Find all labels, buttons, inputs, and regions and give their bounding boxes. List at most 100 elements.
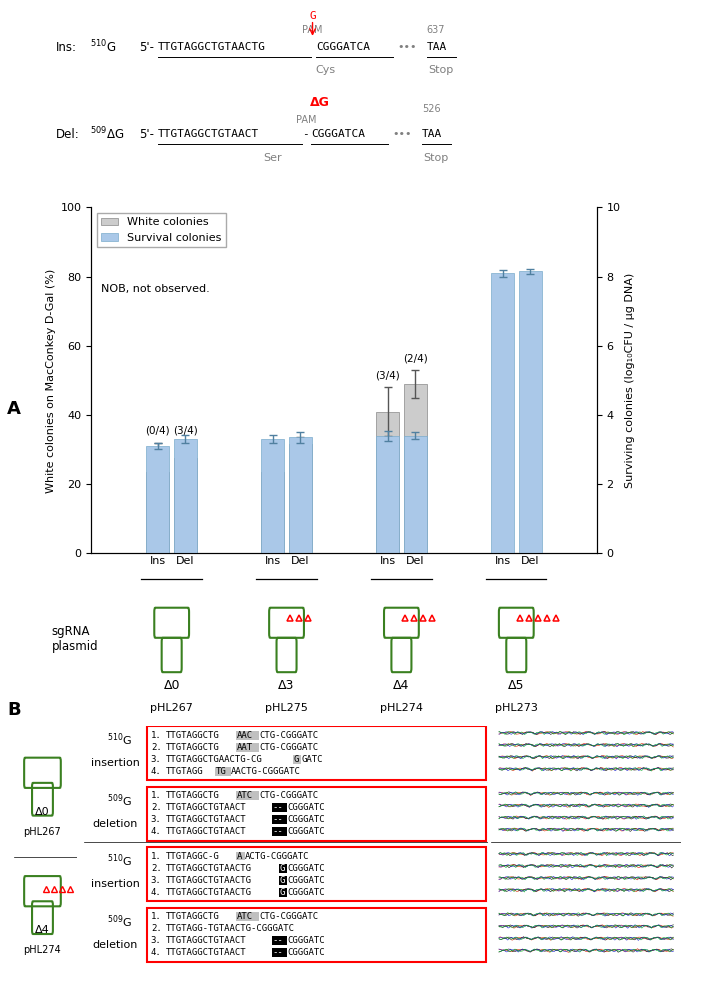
Text: Ins: Ins (265, 556, 281, 566)
Text: B: B (7, 701, 20, 719)
Text: CTG-CGGGATC: CTG-CGGGATC (259, 912, 318, 921)
Text: CTG-CGGGATC: CTG-CGGGATC (259, 731, 318, 740)
Bar (272, 803, 287, 812)
Text: $^{510}$G: $^{510}$G (100, 732, 131, 748)
FancyBboxPatch shape (147, 908, 486, 961)
Text: Del: Del (176, 556, 194, 566)
Text: TTGTAGGCTGTAACT: TTGTAGGCTGTAACT (158, 129, 259, 139)
Text: --: -- (272, 948, 283, 957)
Text: $^{509}$G: $^{509}$G (100, 792, 131, 809)
Text: --: -- (272, 827, 283, 836)
Text: Ser: Ser (264, 153, 282, 163)
Text: CTG-CGGGATC: CTG-CGGGATC (259, 791, 318, 800)
Text: TTGTAGGC-G: TTGTAGGC-G (166, 852, 220, 861)
Text: Cys: Cys (316, 64, 336, 74)
Text: $^{509}$ΔG: $^{509}$ΔG (90, 126, 124, 142)
Bar (272, 828, 287, 836)
Bar (216, 767, 230, 776)
Text: CGGGATC: CGGGATC (288, 864, 325, 872)
Text: (2/4): (2/4) (403, 353, 428, 364)
Text: CGGGATC: CGGGATC (288, 827, 325, 836)
Text: TTGTAGG: TTGTAGG (166, 767, 204, 776)
Text: AAC: AAC (237, 731, 253, 740)
Bar (279, 888, 287, 896)
Text: TTGTAGGCTGTAACT: TTGTAGGCTGTAACT (166, 937, 247, 946)
Text: TTGTAGGCTGTAACT: TTGTAGGCTGTAACT (166, 827, 247, 836)
Text: pHL275: pHL275 (265, 703, 308, 713)
Text: CGGGATCA: CGGGATCA (316, 42, 370, 52)
FancyBboxPatch shape (147, 786, 486, 841)
Text: TTGTAGGCTGTAACTG: TTGTAGGCTGTAACTG (158, 42, 266, 52)
Text: sgRNA
plasmid: sgRNA plasmid (52, 625, 98, 653)
Text: ATC: ATC (237, 791, 253, 800)
Text: G: G (279, 888, 284, 897)
Text: 2.: 2. (151, 864, 161, 872)
Text: PAM: PAM (303, 25, 323, 35)
Text: AAT: AAT (237, 743, 253, 752)
Legend: White colonies, Survival colonies: White colonies, Survival colonies (97, 213, 225, 247)
Text: 3.: 3. (151, 875, 161, 884)
Bar (147, 447, 169, 553)
Text: TTGTAGGCTGTAACT: TTGTAGGCTGTAACT (166, 948, 247, 957)
Bar (237, 731, 259, 740)
Bar (237, 852, 245, 861)
Text: Δ5: Δ5 (508, 679, 524, 692)
Text: TTGTAGGCTGTAACTG: TTGTAGGCTGTAACTG (166, 888, 252, 897)
Bar (289, 438, 312, 553)
Text: TG: TG (216, 767, 226, 776)
Text: CGGGATC: CGGGATC (288, 875, 325, 884)
Text: Δ0: Δ0 (35, 807, 50, 817)
Text: Stop: Stop (423, 153, 449, 163)
Text: --: -- (272, 803, 283, 812)
Text: Del: Del (406, 556, 425, 566)
Text: TTGTAGGCTG: TTGTAGGCTG (166, 912, 220, 921)
Text: ACTG-CGGGATC: ACTG-CGGGATC (245, 852, 310, 861)
Text: Stop: Stop (428, 64, 453, 74)
Text: pHL267: pHL267 (24, 827, 61, 837)
Bar (376, 436, 399, 553)
Text: $^{510}$G: $^{510}$G (100, 853, 131, 869)
Text: Δ3: Δ3 (279, 679, 295, 692)
FancyBboxPatch shape (147, 847, 486, 901)
Text: pHL267: pHL267 (150, 703, 193, 713)
Bar (272, 815, 287, 824)
Text: A: A (237, 852, 242, 861)
Bar (237, 743, 259, 752)
Bar (519, 272, 541, 553)
Text: $^{510}$G: $^{510}$G (90, 40, 117, 55)
Text: 5'-: 5'- (140, 127, 154, 141)
Text: deletion: deletion (93, 940, 138, 949)
Text: (3/4): (3/4) (376, 370, 400, 380)
Bar (237, 791, 259, 800)
Text: 4.: 4. (151, 948, 161, 957)
Text: deletion: deletion (93, 819, 138, 829)
Bar (174, 440, 197, 553)
Text: --: -- (272, 937, 283, 946)
Text: 4.: 4. (151, 827, 161, 836)
Text: Ins: Ins (494, 556, 510, 566)
Bar (289, 445, 312, 553)
Text: (3/4): (3/4) (173, 426, 198, 436)
Bar (261, 472, 284, 553)
Bar (279, 864, 287, 872)
Text: AACTG-CGGGATC: AACTG-CGGGATC (231, 767, 301, 776)
Text: Ins: Ins (150, 556, 166, 566)
Text: 2.: 2. (151, 743, 161, 752)
Text: -: - (302, 129, 308, 139)
Text: 3.: 3. (151, 937, 161, 946)
Text: 1.: 1. (151, 912, 161, 921)
Bar (293, 755, 301, 764)
Text: (0/4): (0/4) (145, 426, 170, 436)
Text: ATC: ATC (237, 912, 253, 921)
Text: CGGGATC: CGGGATC (288, 815, 325, 824)
Text: Ins:: Ins: (56, 41, 77, 54)
Text: Del:: Del: (56, 127, 80, 141)
Text: CGGGATC: CGGGATC (288, 937, 325, 946)
Text: A: A (7, 400, 21, 418)
Bar (491, 274, 514, 553)
Text: TTGTAGGCTGTAACT: TTGTAGGCTGTAACT (166, 815, 247, 824)
Text: Del: Del (521, 556, 539, 566)
Bar (376, 412, 399, 553)
Y-axis label: White colonies on MacConkey D-Gal (%): White colonies on MacConkey D-Gal (%) (46, 269, 56, 492)
Bar (272, 948, 287, 957)
